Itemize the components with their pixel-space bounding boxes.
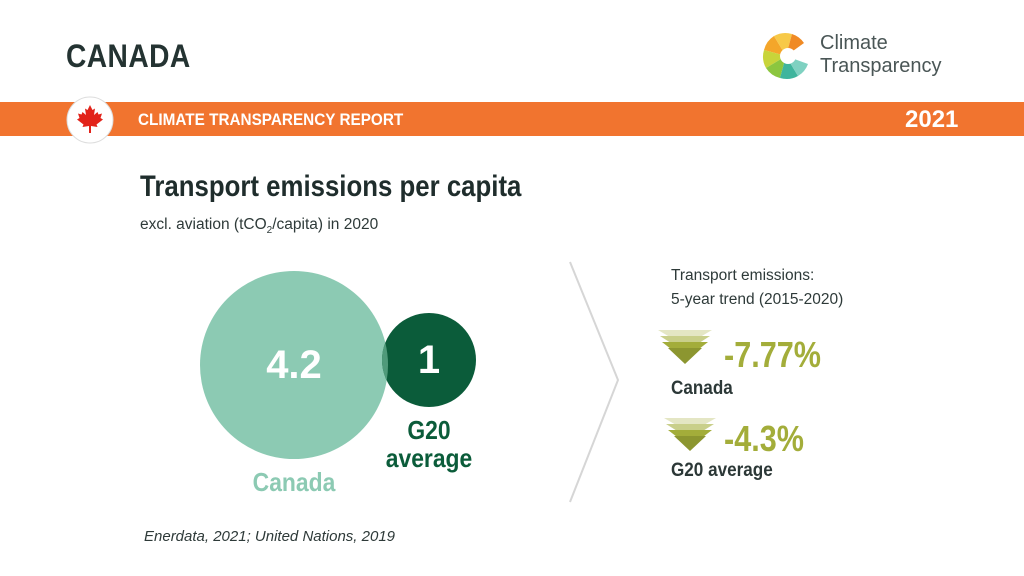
chart-subtitle: excl. aviation (tCO2/capita) in 2020 xyxy=(140,216,378,236)
trend-title: Transport emissions: 5-year trend (2015-… xyxy=(671,267,844,308)
bubble-g20-label-line-1: G20 xyxy=(407,415,451,445)
bubble-g20-label-line-2: average xyxy=(385,443,473,473)
divider-chevron xyxy=(569,261,620,503)
bubble-canada-value: 4.2 xyxy=(266,343,322,387)
bubble-g20-value: 1 xyxy=(417,338,441,382)
bubble-g20 xyxy=(382,313,476,407)
source-note: Enerdata, 2021; United Nations, 2019 xyxy=(144,528,396,545)
report-year: 2021 xyxy=(905,106,959,133)
report-band xyxy=(0,102,1024,136)
trend-value-g20: -4.3% xyxy=(724,418,804,459)
country-title: CANADA xyxy=(66,38,191,74)
logo-line-2: Transparency xyxy=(820,55,942,77)
trend-value-canada: -7.77% xyxy=(724,334,821,375)
climate-transparency-logo xyxy=(763,33,808,79)
bubble-overlap xyxy=(381,342,389,381)
trend-label-canada: Canada xyxy=(671,378,733,399)
subtitle-part-2: /capita) in 2020 xyxy=(272,216,379,233)
bubble-canada xyxy=(200,271,388,459)
bubble-g20-label: G20 average xyxy=(381,416,478,472)
logo-line-1: Climate xyxy=(820,32,888,54)
subtitle-subscript: 2 xyxy=(266,225,273,237)
report-title: CLIMATE TRANSPARENCY REPORT xyxy=(138,110,404,129)
bubble-canada-label: Canada xyxy=(252,467,336,497)
trend-arrow-canada-icon xyxy=(658,330,712,364)
chart-title: Transport emissions per capita xyxy=(140,170,522,203)
logo-text: Climate Transparency xyxy=(820,32,942,78)
canada-flag-icon xyxy=(66,96,114,144)
trend-arrow-g20-icon xyxy=(664,418,716,451)
trend-label-g20: G20 average xyxy=(671,460,773,481)
subtitle-part-1: excl. aviation (tCO xyxy=(140,216,267,233)
